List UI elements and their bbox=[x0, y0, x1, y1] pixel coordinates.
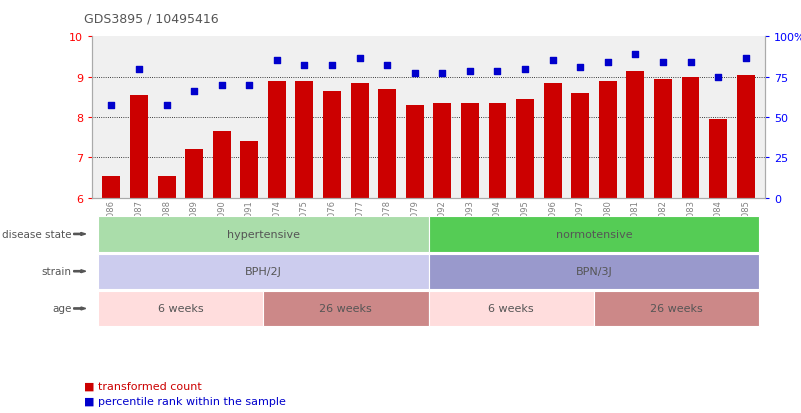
Text: strain: strain bbox=[42, 266, 71, 277]
Bar bbox=[323, 92, 341, 413]
Text: 6 weeks: 6 weeks bbox=[158, 304, 203, 314]
Point bbox=[436, 70, 449, 77]
Point bbox=[711, 74, 724, 81]
Point bbox=[160, 102, 173, 109]
Point bbox=[380, 62, 393, 69]
Text: GDS3895 / 10495416: GDS3895 / 10495416 bbox=[84, 12, 219, 25]
Bar bbox=[185, 150, 203, 413]
Bar bbox=[461, 104, 479, 413]
Bar bbox=[130, 95, 148, 413]
Point bbox=[657, 60, 670, 66]
Point bbox=[326, 62, 339, 69]
Text: 26 weeks: 26 weeks bbox=[650, 304, 703, 314]
Bar bbox=[737, 76, 755, 413]
Point bbox=[739, 56, 752, 63]
Bar bbox=[682, 77, 699, 413]
Point bbox=[271, 58, 284, 64]
Bar bbox=[516, 100, 534, 413]
Point bbox=[409, 70, 421, 77]
Text: normotensive: normotensive bbox=[556, 229, 632, 240]
Point bbox=[491, 68, 504, 75]
Text: disease state: disease state bbox=[2, 229, 71, 240]
Bar bbox=[213, 132, 231, 413]
Bar bbox=[544, 83, 562, 413]
Text: 26 weeks: 26 weeks bbox=[320, 304, 372, 314]
Text: ■ percentile rank within the sample: ■ percentile rank within the sample bbox=[84, 396, 286, 406]
Point bbox=[215, 82, 228, 89]
Bar bbox=[240, 142, 258, 413]
Bar bbox=[268, 81, 286, 413]
Bar bbox=[351, 83, 368, 413]
Point bbox=[187, 88, 200, 95]
Point bbox=[518, 66, 531, 73]
Point bbox=[243, 82, 256, 89]
Bar bbox=[654, 79, 672, 413]
Bar bbox=[599, 81, 617, 413]
Bar bbox=[489, 104, 506, 413]
Point bbox=[464, 68, 477, 75]
Bar bbox=[571, 94, 590, 413]
Point bbox=[629, 52, 642, 59]
Point bbox=[353, 56, 366, 63]
Bar bbox=[406, 106, 424, 413]
Text: age: age bbox=[52, 304, 71, 314]
Text: ■ transformed count: ■ transformed count bbox=[84, 381, 202, 391]
Point bbox=[684, 60, 697, 66]
Text: 6 weeks: 6 weeks bbox=[489, 304, 534, 314]
Point bbox=[602, 60, 614, 66]
Bar bbox=[158, 176, 175, 413]
Point bbox=[298, 62, 311, 69]
Bar bbox=[433, 104, 451, 413]
Bar bbox=[378, 90, 396, 413]
Text: BPN/3J: BPN/3J bbox=[576, 266, 612, 277]
Bar bbox=[709, 120, 727, 413]
Point bbox=[133, 66, 146, 73]
Text: BPH/2J: BPH/2J bbox=[244, 266, 281, 277]
Point bbox=[574, 64, 586, 71]
Text: hypertensive: hypertensive bbox=[227, 229, 300, 240]
Bar bbox=[296, 81, 313, 413]
Bar bbox=[103, 176, 120, 413]
Point bbox=[546, 58, 559, 64]
Bar bbox=[626, 71, 644, 413]
Point bbox=[105, 102, 118, 109]
